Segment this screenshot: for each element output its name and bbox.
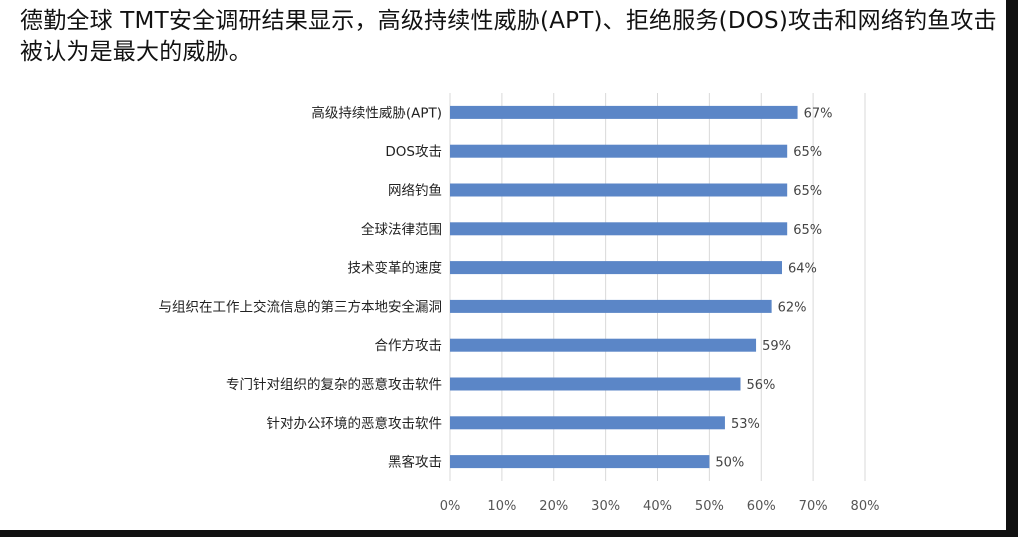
bar: [450, 261, 782, 275]
value-label: 56%: [747, 378, 776, 393]
bar: [450, 377, 741, 391]
value-label: 50%: [715, 456, 744, 471]
value-label: 53%: [731, 417, 760, 432]
bar: [450, 105, 798, 119]
slide-background: 德勤全球 TMT安全调研结果显示，高级持续性威胁(APT)、拒绝服务(DOS)攻…: [0, 0, 1006, 530]
value-label: 64%: [788, 262, 817, 277]
category-label: 黑客攻击: [388, 454, 442, 471]
window-edge-right: [1006, 0, 1018, 537]
bar: [450, 455, 710, 469]
x-tick-label: 30%: [591, 499, 620, 514]
bar: [450, 183, 788, 197]
page-title: 德勤全球 TMT安全调研结果显示，高级持续性威胁(APT)、拒绝服务(DOS)攻…: [20, 8, 997, 65]
category-label: 技术变革的速度: [348, 261, 443, 277]
bar-chart: 0% 10% 20% 30% 40% 50% 60% 70% 80% 高级持续性威胁(APT) 67…: [159, 93, 880, 514]
category-label: 针对办公环境的恶意攻击软件: [267, 415, 443, 432]
value-label: 59%: [762, 339, 791, 354]
value-label: 65%: [793, 145, 822, 160]
x-tick-label: 40%: [643, 499, 672, 514]
x-tick-label: 80%: [851, 499, 880, 514]
bar: [450, 338, 757, 352]
x-tick-label: 0%: [440, 499, 461, 514]
category-label: 全球法律范围: [361, 221, 442, 238]
bar: [450, 144, 788, 158]
category-label: 合作方攻击: [375, 338, 443, 354]
category-label: 网络钓鱼: [388, 182, 442, 199]
x-tick-label: 10%: [487, 499, 516, 514]
category-label: 专门针对组织的复杂的恶意攻击软件: [226, 376, 442, 393]
value-label: 62%: [778, 300, 807, 315]
category-label: 与组织在工作上交流信息的第三方本地安全漏洞: [159, 298, 443, 315]
value-label: 65%: [793, 223, 822, 238]
x-tick-label: 60%: [747, 499, 776, 514]
value-label: 67%: [804, 106, 833, 121]
category-label: DOS攻击: [385, 144, 442, 160]
category-label: 高级持续性威胁(APT): [311, 104, 442, 121]
value-label: 65%: [793, 184, 822, 199]
x-tick-label: 50%: [695, 499, 724, 514]
bar: [450, 299, 772, 313]
bar: [450, 416, 725, 430]
x-tick-label: 20%: [539, 499, 568, 514]
x-tick-label: 70%: [799, 499, 828, 514]
bar: [450, 222, 788, 236]
window-edge-bottom: [0, 530, 1018, 537]
